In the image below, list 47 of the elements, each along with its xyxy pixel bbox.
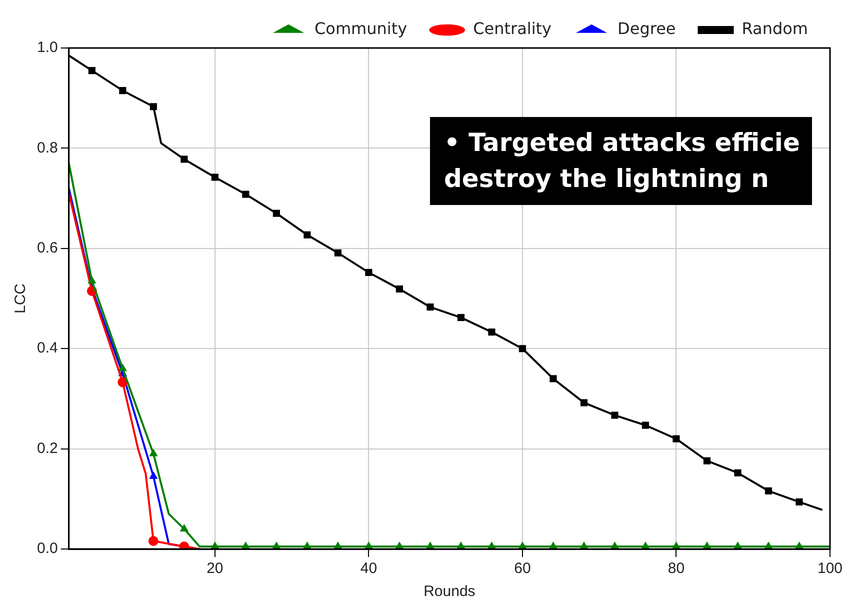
y-tick-label: 1.0 bbox=[36, 39, 58, 56]
point bbox=[118, 377, 128, 388]
point bbox=[764, 487, 772, 494]
point bbox=[396, 285, 403, 293]
y-tick-label: 0.2 bbox=[36, 440, 58, 457]
point bbox=[211, 174, 218, 181]
point bbox=[148, 536, 158, 546]
point bbox=[180, 524, 189, 532]
annotation: • Targeted attacks efficie destroy the lightning n bbox=[430, 117, 812, 205]
x-tick-label: 100 bbox=[817, 560, 843, 578]
point bbox=[88, 276, 96, 284]
point bbox=[150, 103, 157, 110]
point bbox=[457, 314, 464, 322]
y-axis-title: LCC bbox=[12, 283, 30, 314]
point bbox=[580, 399, 588, 406]
point bbox=[488, 328, 496, 336]
y-tick-label: 0.8 bbox=[36, 139, 58, 156]
y-tick-label: 0.6 bbox=[36, 240, 58, 257]
point bbox=[304, 231, 311, 238]
legend-label: Centrality bbox=[473, 19, 552, 38]
point bbox=[88, 67, 96, 74]
point bbox=[642, 422, 650, 429]
x-tick-label: 40 bbox=[360, 560, 378, 578]
point bbox=[149, 448, 158, 456]
point bbox=[796, 498, 803, 506]
legend-label: Random bbox=[742, 19, 808, 38]
point bbox=[119, 87, 126, 94]
point bbox=[518, 345, 526, 352]
point bbox=[611, 412, 618, 419]
point bbox=[365, 268, 372, 276]
x-tick-label: 20 bbox=[206, 560, 224, 578]
point bbox=[426, 303, 434, 311]
legend-label: Community bbox=[314, 19, 408, 38]
point bbox=[734, 469, 742, 476]
point bbox=[180, 156, 188, 163]
point bbox=[334, 249, 342, 256]
point bbox=[272, 210, 280, 217]
point bbox=[242, 190, 250, 198]
point bbox=[703, 457, 711, 464]
y-tick-label: 0.0 bbox=[36, 540, 58, 558]
x-tick-label: 80 bbox=[668, 560, 685, 578]
legend-label: Degree bbox=[618, 19, 676, 38]
x-axis-title: Rounds bbox=[424, 583, 476, 600]
point bbox=[672, 435, 680, 442]
point bbox=[550, 375, 557, 382]
x-tick-label: 60 bbox=[514, 560, 531, 578]
y-tick-label: 0.4 bbox=[36, 340, 58, 357]
